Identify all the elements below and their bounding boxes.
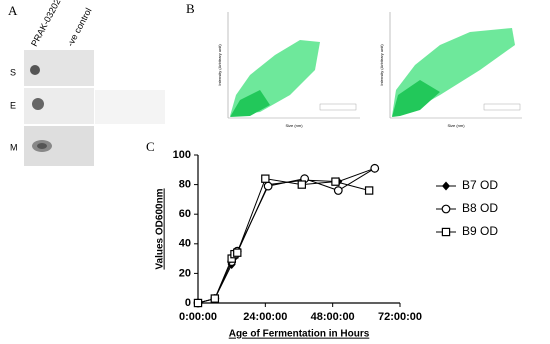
marker bbox=[233, 248, 242, 257]
marker bbox=[333, 186, 343, 195]
panel-label: A bbox=[8, 3, 18, 18]
legend-label: B7 OD bbox=[462, 178, 498, 192]
legend-marker bbox=[441, 204, 451, 214]
legend-marker bbox=[442, 181, 450, 191]
dot-blot bbox=[24, 50, 165, 166]
x-axis-title: Size (nm) bbox=[447, 123, 465, 128]
scatter-image bbox=[389, 12, 522, 119]
x-tick-label: 48:00:00 bbox=[311, 311, 355, 323]
x-tick-label: 24:00:00 bbox=[243, 311, 287, 323]
y-tick-label: 100 bbox=[173, 149, 191, 161]
x-axis-title: Age of Fermentation in Hours bbox=[229, 329, 370, 340]
y-tick-label: 80 bbox=[179, 179, 191, 191]
series-line bbox=[197, 167, 376, 304]
y-tick-label: 60 bbox=[179, 208, 191, 220]
series-line bbox=[197, 178, 370, 304]
y-tick-label: 20 bbox=[179, 267, 191, 279]
y-axis-title: Intensity (Arbitrary unit) bbox=[217, 44, 222, 86]
series-line bbox=[197, 167, 375, 304]
marker bbox=[364, 186, 374, 195]
row-label: S bbox=[10, 67, 16, 77]
x-tick-label: 0:00:00 bbox=[179, 311, 217, 323]
y-tick-label: 0 bbox=[185, 297, 191, 309]
row-label: M bbox=[10, 142, 18, 152]
x-tick-label: 72:00:00 bbox=[378, 311, 422, 323]
marker bbox=[261, 174, 270, 183]
legend-label: B9 OD bbox=[462, 224, 498, 238]
panel-label: B bbox=[186, 1, 195, 16]
y-axis-title: Intensity (Arbitrary unit) bbox=[379, 44, 384, 86]
legend-label: B8 OD bbox=[462, 201, 498, 215]
marker bbox=[331, 177, 340, 186]
y-tick-label: 40 bbox=[179, 238, 191, 250]
x-axis-title: Size (nm) bbox=[285, 123, 303, 128]
marker bbox=[370, 163, 380, 173]
marker bbox=[263, 181, 273, 191]
marker bbox=[193, 298, 203, 308]
row-label: E bbox=[10, 100, 16, 110]
column-label: PRAK-03202 bbox=[29, 0, 62, 48]
panel-label: C bbox=[146, 139, 155, 154]
scatter-image bbox=[227, 12, 360, 119]
legend-marker bbox=[441, 227, 451, 237]
marker bbox=[210, 294, 220, 303]
line-chart: 0 20 40 60 80 100 0:00:00 24:00:00 48:00:00 72:00… bbox=[173, 149, 499, 323]
y-axis-title: Values OD600nm bbox=[155, 188, 166, 269]
column-label: -ve control bbox=[65, 6, 94, 48]
marker bbox=[297, 180, 307, 189]
